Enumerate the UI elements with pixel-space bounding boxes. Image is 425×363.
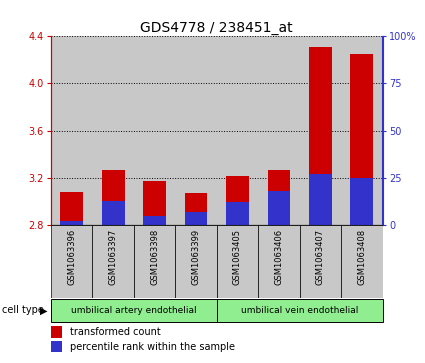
Bar xyxy=(341,225,382,298)
Text: GSM1063408: GSM1063408 xyxy=(357,229,366,285)
Bar xyxy=(341,36,382,225)
Bar xyxy=(267,191,290,225)
Bar xyxy=(217,225,258,298)
Bar xyxy=(300,36,341,225)
Text: GSM1063396: GSM1063396 xyxy=(67,229,76,285)
Bar xyxy=(175,225,217,298)
Bar xyxy=(226,203,249,225)
Bar xyxy=(102,170,125,225)
Bar xyxy=(134,225,175,298)
Bar xyxy=(258,36,300,225)
Text: GSM1063397: GSM1063397 xyxy=(109,229,118,285)
Bar xyxy=(309,174,332,225)
Bar xyxy=(350,54,373,225)
Bar xyxy=(51,36,92,225)
Bar xyxy=(309,47,332,225)
Bar xyxy=(217,299,382,322)
Text: cell type: cell type xyxy=(2,305,44,315)
Bar xyxy=(51,225,92,298)
Text: ▶: ▶ xyxy=(40,305,48,315)
Bar xyxy=(51,326,62,338)
Bar xyxy=(143,216,166,225)
Bar xyxy=(226,175,249,225)
Bar xyxy=(258,225,300,298)
Text: GSM1063399: GSM1063399 xyxy=(192,229,201,285)
Text: umbilical artery endothelial: umbilical artery endothelial xyxy=(71,306,197,315)
Text: GSM1063398: GSM1063398 xyxy=(150,229,159,285)
Bar xyxy=(92,36,134,225)
Bar xyxy=(267,170,290,225)
Text: GSM1063406: GSM1063406 xyxy=(275,229,283,285)
Bar xyxy=(51,341,62,352)
Text: GSM1063405: GSM1063405 xyxy=(233,229,242,285)
Bar xyxy=(102,200,125,225)
Bar xyxy=(60,192,83,225)
Text: percentile rank within the sample: percentile rank within the sample xyxy=(70,342,235,352)
Bar xyxy=(350,178,373,225)
Title: GDS4778 / 238451_at: GDS4778 / 238451_at xyxy=(140,21,293,35)
Bar xyxy=(300,225,341,298)
Bar xyxy=(184,212,207,225)
Text: umbilical vein endothelial: umbilical vein endothelial xyxy=(241,306,358,315)
Bar xyxy=(175,36,217,225)
Text: transformed count: transformed count xyxy=(70,327,161,337)
Bar xyxy=(217,36,258,225)
Bar xyxy=(60,221,83,225)
Bar xyxy=(51,299,217,322)
Bar xyxy=(184,193,207,225)
Bar xyxy=(92,225,134,298)
Bar xyxy=(134,36,175,225)
Bar xyxy=(143,182,166,225)
Text: GSM1063407: GSM1063407 xyxy=(316,229,325,285)
